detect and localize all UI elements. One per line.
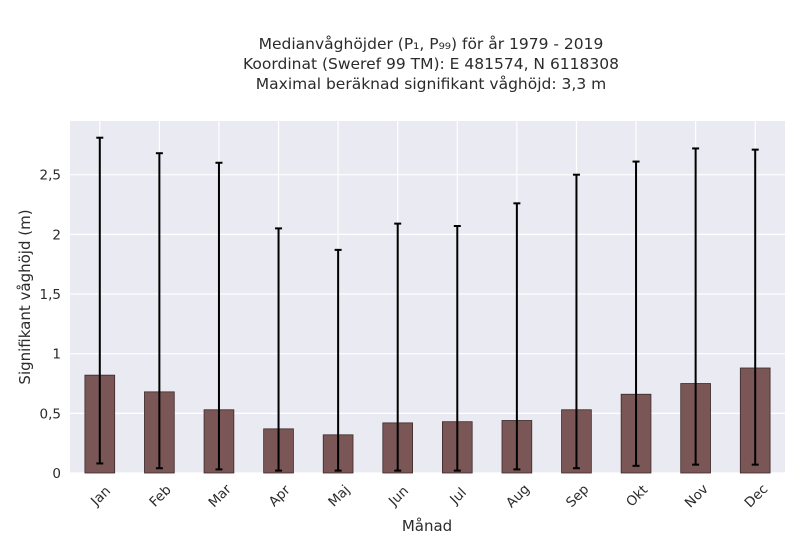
x-tick-label-okt: Okt — [623, 482, 651, 510]
error-bar-feb — [155, 152, 163, 470]
x-axis-label: Månad — [402, 517, 452, 535]
error-bar-okt — [632, 160, 640, 467]
chart-title: Medianvåghöjder (P₁, P₉₉) för år 1979 - … — [0, 34, 800, 94]
x-tick-label-apr: Apr — [266, 482, 294, 510]
chart-title-line-1: Medianvåghöjder (P₁, P₉₉) för år 1979 - … — [258, 35, 604, 53]
y-tick-label: 0 — [52, 466, 61, 482]
error-bar-sep — [572, 173, 580, 470]
error-bars — [96, 136, 759, 472]
x-tick-label-mar: Mar — [205, 481, 235, 511]
error-bar-apr — [275, 227, 283, 472]
x-tick-label-dec: Dec — [741, 481, 771, 511]
y-tick-label: 1 — [52, 347, 61, 363]
y-tick-label: 2 — [52, 227, 61, 243]
x-tick-label-aug: Aug — [503, 481, 533, 511]
chart-title-line-2: Koordinat (Sweref 99 TM): E 481574, N 61… — [243, 55, 619, 73]
y-tick-label: 2,5 — [40, 168, 61, 184]
error-bar-aug — [513, 202, 521, 471]
y-axis-label: Signifikant våghöjd (m) — [16, 209, 34, 384]
error-bar-nov — [692, 147, 700, 466]
x-tick-label-jun: Jun — [385, 483, 412, 510]
x-tick-label-maj: Maj — [325, 482, 353, 510]
x-tick-label-jul: Jul — [446, 485, 470, 509]
plot-area — [70, 121, 785, 473]
error-bar-maj — [334, 248, 342, 472]
x-tick-label-jan: Jan — [87, 483, 114, 510]
error-bar-jul — [453, 225, 461, 472]
y-tick-label: 0,5 — [40, 406, 61, 422]
error-bar-jun — [394, 222, 402, 472]
x-tick-labels: Jan Feb Mar Apr Maj Jun Jul Aug Sep Okt Nov Dec — [87, 481, 771, 511]
error-bar-jan — [96, 136, 104, 465]
x-tick-label-sep: Sep — [563, 482, 592, 511]
error-bar-dec — [751, 148, 759, 466]
x-tick-label-feb: Feb — [146, 482, 174, 510]
chart-title-line-3: Maximal beräknad signifikant våghöjd: 3,… — [255, 75, 607, 93]
error-bar-mar — [215, 161, 223, 471]
y-tick-label: 1,5 — [40, 287, 61, 303]
y-tick-labels: 0 0,5 1 1,5 2 2,5 — [40, 168, 61, 482]
x-tick-label-nov: Nov — [682, 481, 712, 511]
